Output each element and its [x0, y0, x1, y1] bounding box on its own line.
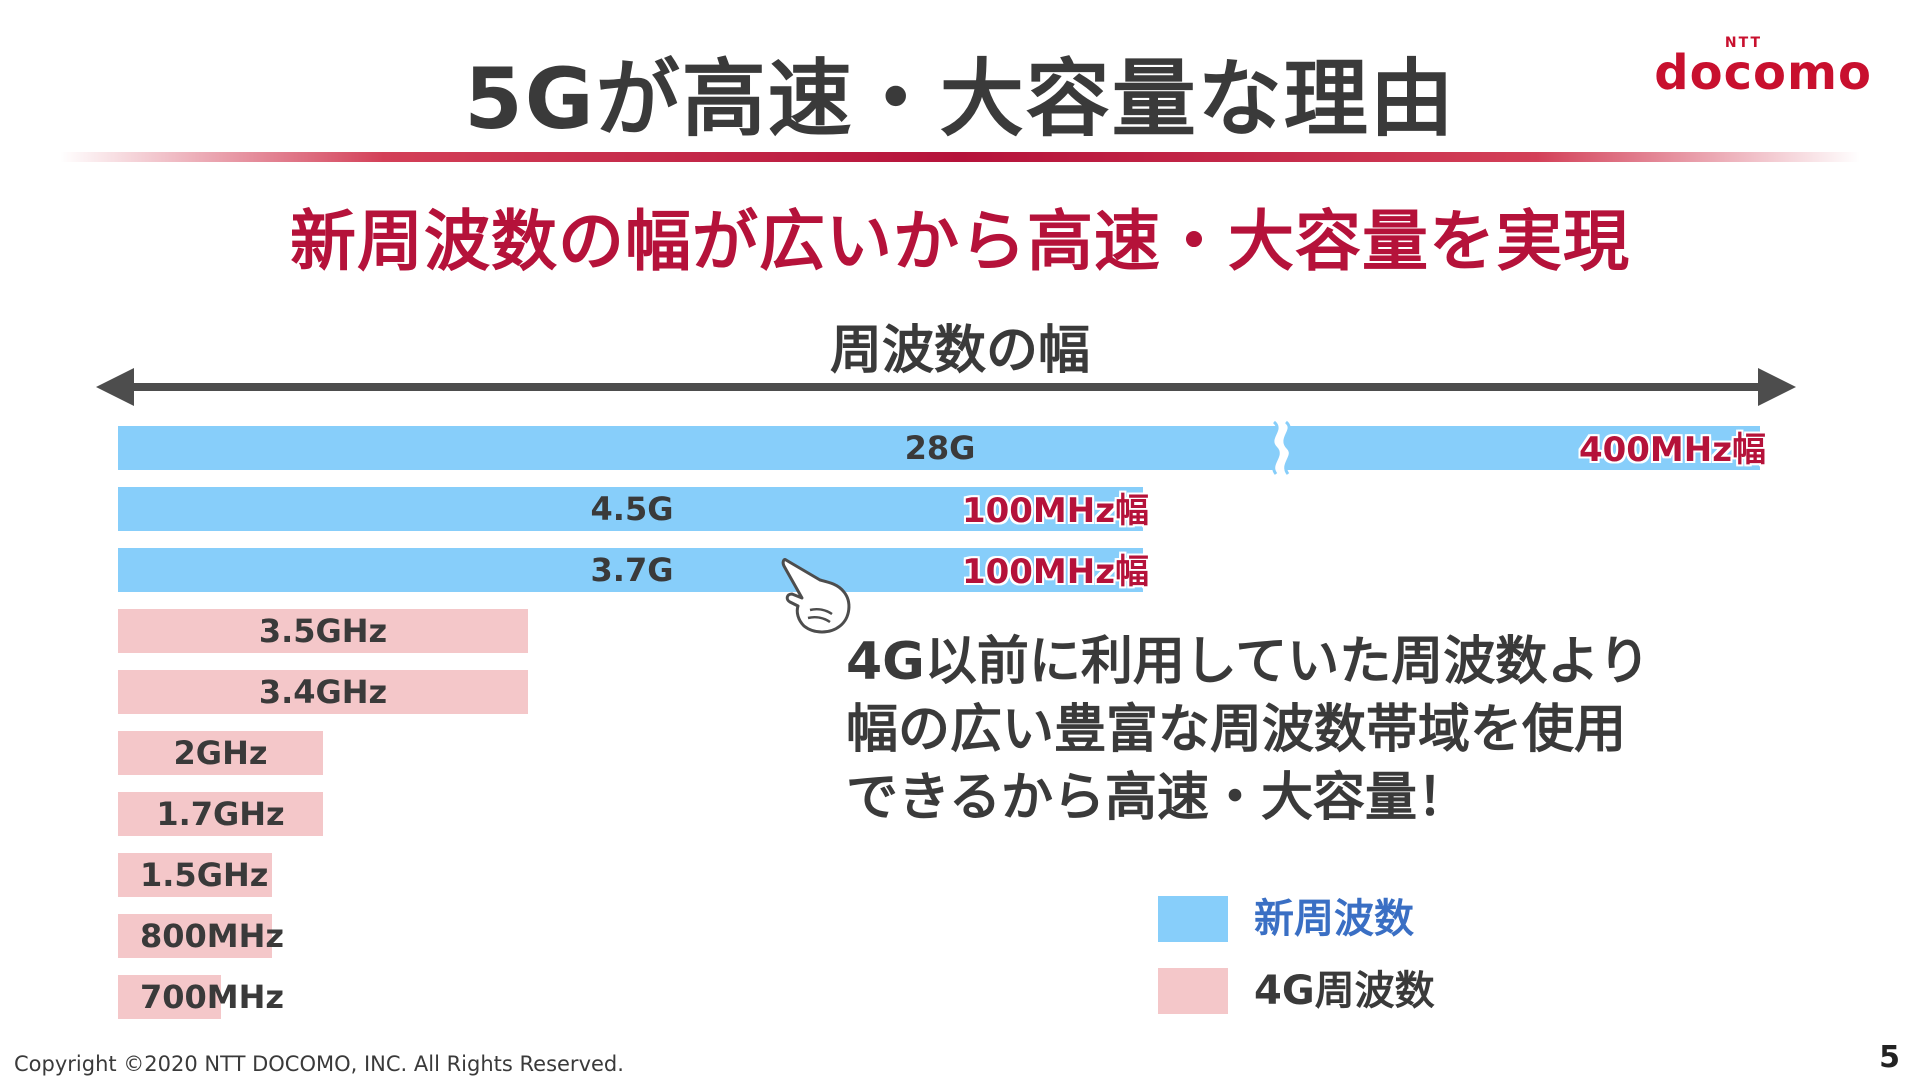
page-number: 5 — [1879, 1040, 1900, 1075]
bandwidth-annotation: 400MHz幅 — [1578, 430, 1766, 470]
bar-label: 1.7GHz — [156, 795, 285, 833]
bar-1-5ghz — [118, 853, 272, 897]
legend-label-4g: 4G周波数 — [1254, 968, 1435, 1014]
bar-label: 2GHz — [173, 734, 268, 772]
bar-label: 700MHz — [140, 978, 285, 1016]
legend-swatch-new — [1158, 896, 1228, 942]
callout-text: 4G以前に利用していた周波数より 幅の広い豊富な周波数帯域を使用 できるから高速… — [846, 628, 1650, 832]
logo-ntt: NTT — [1724, 35, 1762, 51]
bar-800mhz — [118, 914, 272, 958]
callout-line: 幅の広い豊富な周波数帯域を使用 — [846, 700, 1627, 760]
pointing-hand-icon — [781, 558, 851, 634]
bar-label: 4.5G — [590, 490, 674, 528]
slide-title: 5Gが高速・大容量な理由 — [464, 50, 1456, 148]
bar-700mhz — [118, 975, 221, 1019]
bar-label: 28G — [904, 429, 976, 467]
axis-label: 周波数の幅 — [829, 321, 1090, 381]
bar-2ghz — [118, 731, 323, 775]
bandwidth-annotation: 100MHz幅 — [961, 491, 1149, 531]
copyright: Copyright ©2020 NTT DOCOMO, INC. All Rig… — [14, 1052, 624, 1076]
legend-swatch-4g — [1158, 968, 1228, 1014]
logo-docomo: docomo — [1654, 45, 1872, 101]
bar-3-5ghz — [118, 609, 528, 653]
callout-line: 4G以前に利用していた周波数より — [846, 632, 1651, 692]
bar-3-7g — [118, 548, 1143, 592]
title-divider — [60, 152, 1860, 162]
axis-break-icon — [1271, 420, 1292, 475]
bar-28g — [118, 426, 1760, 470]
bar-label: 3.5GHz — [258, 612, 388, 650]
bar-label: 3.4GHz — [258, 673, 388, 711]
bar-label: 3.7G — [590, 551, 674, 589]
docomo-logo: NTT docomo — [1654, 35, 1872, 101]
bar-label: 800MHz — [140, 917, 285, 955]
legend-label-new: 新周波数 — [1254, 896, 1414, 942]
bar-1-7ghz — [118, 792, 323, 836]
slide-subtitle: 新周波数の幅が広いから高速・大容量を実現 — [290, 203, 1630, 280]
bandwidth-annotation: 100MHz幅 — [961, 552, 1149, 592]
bar-label: 1.5GHz — [140, 856, 269, 894]
bar-4-5g — [118, 487, 1143, 531]
callout-line: できるから高速・大容量！ — [846, 768, 1469, 828]
bar-3-4ghz — [118, 670, 528, 714]
